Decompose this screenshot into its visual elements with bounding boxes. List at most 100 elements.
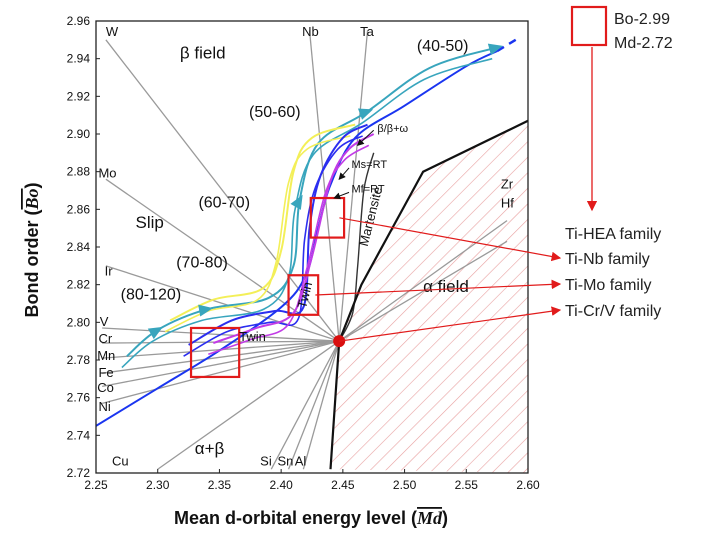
range-label-3: (60-70) bbox=[198, 194, 250, 211]
connector-2 bbox=[339, 217, 562, 262]
element-line-hf bbox=[338, 240, 508, 342]
element-label-ni: Ni bbox=[98, 399, 110, 414]
y-tick-label: 2.88 bbox=[67, 165, 91, 179]
annotation-5: Twin bbox=[294, 280, 315, 310]
region-label-4: α+β bbox=[195, 439, 225, 458]
annotation-pointer-1 bbox=[356, 129, 375, 146]
region-label-2: Slip bbox=[135, 213, 163, 232]
element-label-mn: Mn bbox=[97, 348, 115, 363]
x-axis-label: Mean d-orbital energy level (Md) bbox=[174, 508, 448, 528]
martensite-boundary bbox=[338, 152, 375, 342]
hea-arrow-2 bbox=[198, 304, 213, 317]
region-label-3: α field bbox=[423, 277, 469, 296]
ti-cr-v-family-curve-return bbox=[208, 144, 370, 356]
family-label-1: Ti-HEA family bbox=[565, 226, 661, 243]
element-line-ni bbox=[102, 340, 340, 404]
element-line-zr bbox=[338, 220, 508, 342]
y-tick-label: 2.96 bbox=[67, 14, 91, 28]
family-curves bbox=[121, 43, 503, 369]
highlight-box-1 bbox=[309, 196, 346, 239]
y-tick-label: 2.72 bbox=[67, 466, 91, 480]
ti-cr-v-family-curve bbox=[212, 133, 375, 344]
connector-4 bbox=[339, 306, 562, 342]
y-tick-label: 2.74 bbox=[67, 428, 91, 442]
ti-hea-family-curve-return bbox=[121, 57, 493, 369]
element-label-hf: Hf bbox=[501, 195, 514, 210]
outside-md-label: Md-2.72 bbox=[614, 35, 673, 52]
y-tick-label: 2.92 bbox=[67, 89, 91, 103]
y-tick-label: 2.78 bbox=[67, 353, 91, 367]
ti-nb-family-curve bbox=[169, 123, 356, 322]
element-line-sn bbox=[287, 340, 340, 470]
region-label-1: β field bbox=[180, 44, 226, 63]
element-label-w: W bbox=[106, 24, 119, 39]
family-label-4: Ti-Cr/V family bbox=[565, 303, 661, 320]
highlight-box-3 bbox=[189, 326, 241, 379]
element-label-fe: Fe bbox=[98, 365, 113, 380]
hea-arrow-3 bbox=[290, 194, 303, 210]
element-label-si: Si bbox=[260, 453, 272, 468]
element-line-ta bbox=[338, 30, 369, 342]
annotation-2: Ms=RT bbox=[351, 159, 387, 171]
range-label-4: (70-80) bbox=[176, 255, 228, 272]
range-label-5: (80-120) bbox=[121, 287, 181, 304]
annotation-6: Twin bbox=[239, 329, 266, 344]
element-label-cr: Cr bbox=[98, 331, 112, 346]
element-label-cu: Cu bbox=[112, 453, 129, 468]
element-label-al: Al bbox=[295, 453, 307, 468]
element-label-sn: Sn bbox=[277, 453, 293, 468]
annotation-3: Mf=RT bbox=[351, 183, 384, 195]
element-line-ir bbox=[105, 265, 340, 342]
element-label-nb: Nb bbox=[302, 24, 319, 39]
outside-bo-label: Bo-2.99 bbox=[614, 11, 670, 28]
alpha-field-region bbox=[330, 120, 528, 473]
x-tick-label: 2.35 bbox=[208, 478, 232, 492]
y-tick-label: 2.76 bbox=[67, 391, 91, 405]
x-tick-label: 2.45 bbox=[331, 478, 355, 492]
range-label-1: (40-50) bbox=[417, 38, 469, 55]
element-line-si bbox=[270, 340, 340, 470]
element-label-v: V bbox=[100, 314, 109, 329]
x-tick-label: 2.50 bbox=[393, 478, 417, 492]
element-line-al bbox=[302, 340, 340, 470]
y-tick-label: 2.94 bbox=[67, 52, 91, 66]
element-line-fe bbox=[102, 340, 340, 374]
family-label-2: Ti-Nb family bbox=[565, 251, 650, 268]
annotation-1: β/β+ω bbox=[377, 123, 408, 135]
element-label-zr: Zr bbox=[501, 177, 514, 192]
y-tick-label: 2.80 bbox=[67, 315, 91, 329]
x-tick-label: 2.30 bbox=[146, 478, 170, 492]
alpha-boundary-line bbox=[329, 119, 528, 470]
x-tick-label: 2.55 bbox=[455, 478, 479, 492]
element-label-mo: Mo bbox=[98, 165, 116, 180]
y-tick-label: 2.82 bbox=[67, 278, 91, 292]
element-line-co bbox=[102, 340, 340, 388]
family-legend: Ti-HEA family Ti-Nb family Ti-Mo family Ti-… bbox=[315, 47, 661, 342]
element-line-nb bbox=[308, 30, 340, 342]
x-tick-label: 2.40 bbox=[269, 478, 293, 492]
hea-arrow-5 bbox=[487, 43, 503, 56]
element-label-co: Co bbox=[97, 380, 114, 395]
element-label-ir: Ir bbox=[105, 263, 114, 278]
outside-highlight-box bbox=[570, 5, 608, 47]
element-line-cu bbox=[157, 340, 340, 470]
beta-boundary-dashed bbox=[496, 38, 517, 53]
y-tick-label: 2.86 bbox=[67, 202, 91, 216]
x-tick-label: 2.60 bbox=[516, 478, 540, 492]
annotation-pointer-3 bbox=[333, 191, 350, 200]
y-axis-label: Bond order (Bo) bbox=[22, 182, 42, 317]
element-label-ta: Ta bbox=[360, 24, 375, 39]
x-tick-label: 2.25 bbox=[84, 478, 108, 492]
range-label-2: (50-60) bbox=[249, 104, 301, 121]
connector-3 bbox=[315, 279, 562, 296]
hea-arrow-1 bbox=[147, 326, 163, 340]
family-label-3: Ti-Mo family bbox=[565, 277, 652, 294]
alpha-field-hatch bbox=[330, 120, 528, 473]
hea-arrow-4 bbox=[357, 108, 374, 120]
y-tick-label: 2.90 bbox=[67, 127, 91, 141]
element-line-w bbox=[105, 39, 340, 342]
y-tick-label: 2.84 bbox=[67, 240, 91, 254]
ti-hea-family-curve bbox=[126, 46, 498, 357]
annotation-pointer-2 bbox=[338, 167, 350, 180]
